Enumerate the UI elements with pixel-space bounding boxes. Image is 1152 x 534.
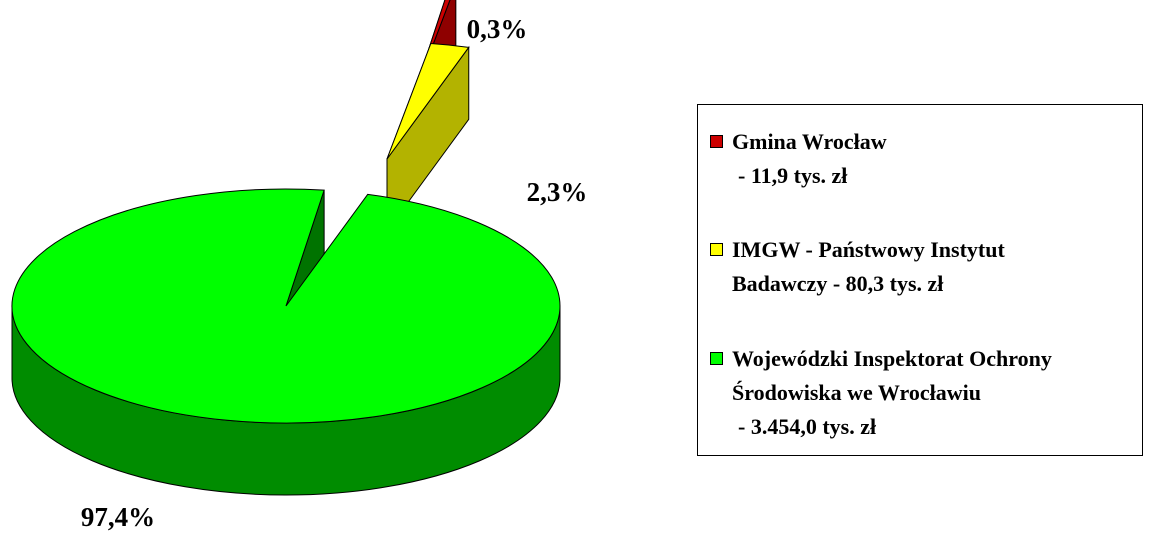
legend-entry-wios: Wojewódzki Inspektorat Ochrony Środowisk…: [710, 342, 1137, 444]
pie-slice-top: [386, 42, 470, 160]
pie-slice-top: [11, 188, 561, 424]
legend-line: Wojewódzki Inspektorat Ochrony: [732, 346, 1052, 371]
legend-line: Gmina Wrocław: [732, 129, 887, 154]
slice-label-wojewodzki-inspektorat-ochrony-srodowisk: 97,4%: [81, 502, 155, 532]
legend-line: Badawczy - 80,3 tys. zł: [732, 271, 944, 296]
legend-line: IMGW - Państwowy Instytut: [732, 237, 1005, 262]
pie-slices: [11, 0, 561, 496]
slice-label-imgw-panstwowy-instytut-badawczy-80-3-ty: 2,3%: [527, 177, 588, 207]
pie-slice-wojewodzki-inspektorat-ochrony-srodowisk: [11, 188, 561, 496]
pie-slice-imgw-panstwowy-instytut-badawczy-80-3-ty: [386, 42, 470, 233]
legend-swatch-gmina-wroclaw: [710, 135, 723, 148]
slice-label-gmina-wroclaw-11-9-tys-zl: 0,3%: [467, 14, 528, 44]
pie-labels: 0,3% 2,3% 97,4%: [81, 14, 588, 532]
legend-line: - 11,9 tys. zł: [738, 163, 848, 188]
legend-swatch-wios: [710, 352, 723, 365]
legend-line: Środowiska we Wrocławiu: [732, 380, 981, 405]
legend-line: - 3.454,0 tys. zł: [738, 414, 877, 439]
chart-legend: Gmina Wrocław - 11,9 tys. zł IMGW - Pańs…: [697, 104, 1143, 456]
legend-entry-gmina-wroclaw: Gmina Wrocław - 11,9 tys. zł: [710, 125, 1137, 193]
legend-entry-imgw: IMGW - Państwowy Instytut Badawczy - 80,…: [710, 233, 1137, 301]
legend-swatch-imgw: [710, 243, 723, 256]
